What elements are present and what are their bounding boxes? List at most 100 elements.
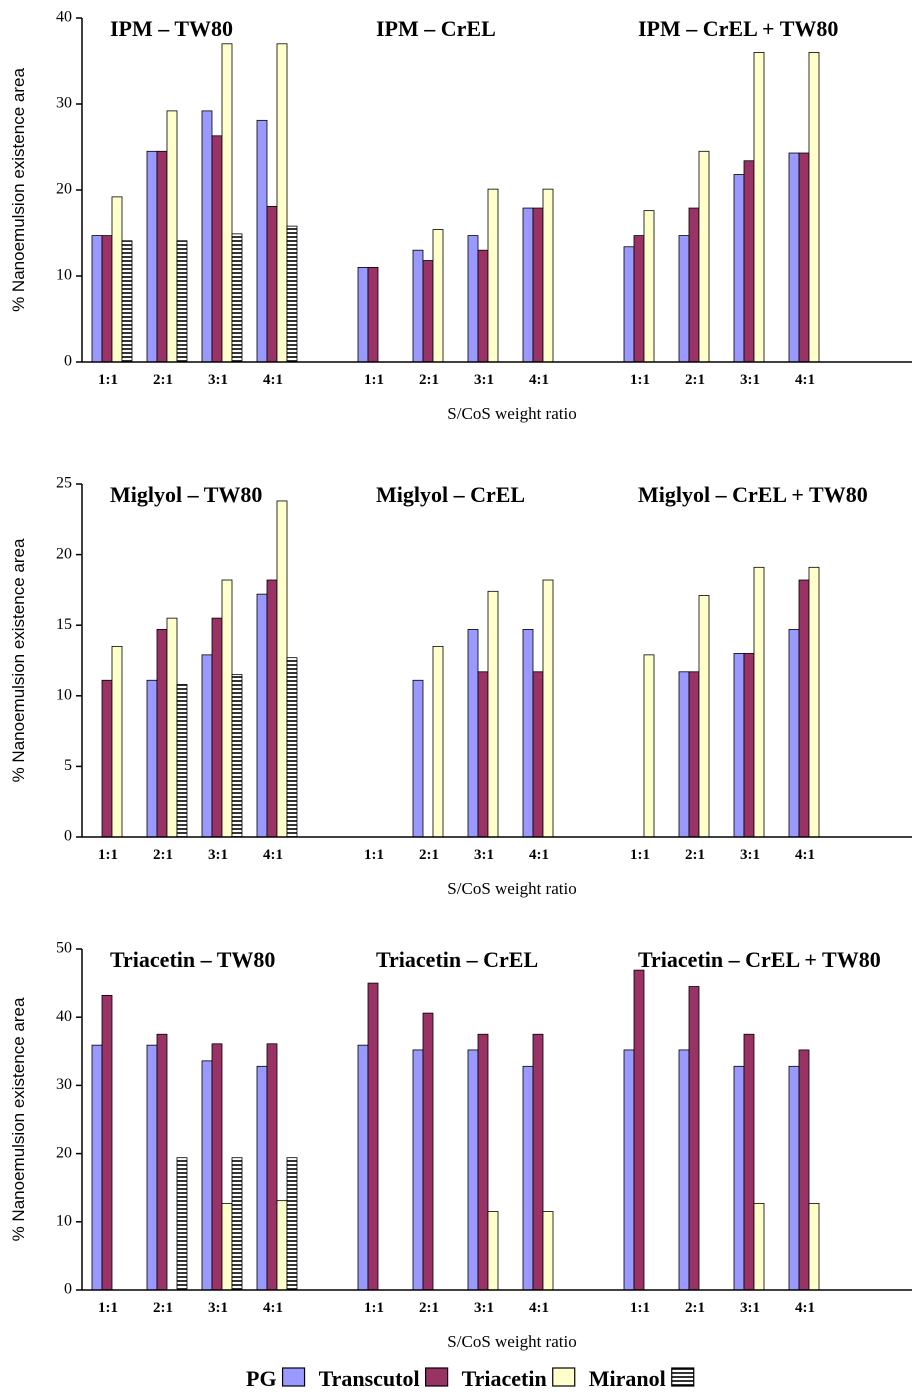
x-tick-label: 3:1	[740, 372, 760, 388]
bar	[156, 150, 168, 363]
bar	[432, 645, 444, 838]
x-tick-label: 2:1	[153, 847, 173, 863]
bar	[221, 1202, 233, 1291]
bar	[221, 43, 233, 363]
y-axis-label: % Nanoemulsion existence area	[9, 68, 28, 312]
bar	[477, 671, 489, 838]
bar	[176, 1157, 188, 1291]
y-tick-label: 10	[56, 686, 72, 703]
x-tick-label: 4:1	[529, 847, 549, 863]
bar	[412, 1049, 424, 1291]
bar	[101, 235, 113, 363]
x-tick-label: 4:1	[795, 1300, 815, 1316]
y-tick-label: 15	[56, 616, 72, 633]
bar	[798, 579, 810, 838]
bar	[211, 1043, 223, 1291]
bar	[532, 207, 544, 363]
x-tick-label: 4:1	[795, 847, 815, 863]
bar	[678, 1049, 690, 1291]
x-tick-label: 1:1	[364, 1300, 384, 1316]
bar	[522, 1065, 534, 1291]
panel-title: IPM – CrEL + TW80	[638, 16, 838, 41]
bar	[633, 235, 645, 363]
x-tick-label: 2:1	[685, 372, 705, 388]
bar	[808, 1202, 820, 1291]
y-tick-label: 30	[56, 1076, 72, 1093]
panel-title: Miglyol – CrEL	[376, 482, 525, 507]
y-tick-label: 10	[56, 267, 72, 284]
bar	[231, 674, 243, 838]
y-tick-label: 0	[64, 353, 72, 370]
x-tick-label: 4:1	[263, 372, 283, 388]
bar	[201, 1060, 213, 1291]
bar	[357, 266, 369, 363]
bar	[286, 225, 298, 363]
legend-swatch	[552, 1367, 576, 1387]
y-tick-label: 20	[56, 1144, 72, 1161]
bar	[111, 196, 123, 363]
bar	[753, 52, 765, 363]
x-tick-label: 4:1	[795, 372, 815, 388]
bar	[367, 982, 379, 1291]
bar	[753, 1202, 765, 1291]
y-axis-label: % Nanoemulsion existence area	[9, 997, 28, 1241]
bar	[467, 235, 479, 363]
y-tick-label: 20	[56, 545, 72, 562]
y-tick-label: 50	[56, 940, 72, 957]
bar	[101, 679, 113, 838]
x-tick-label: 2:1	[685, 1300, 705, 1316]
bar	[467, 629, 479, 838]
bar	[522, 207, 534, 363]
x-tick-label: 2:1	[153, 1300, 173, 1316]
bar	[688, 207, 700, 363]
bar	[798, 152, 810, 363]
x-tick-label: 1:1	[364, 372, 384, 388]
bar	[698, 595, 710, 838]
x-tick-label: 2:1	[153, 372, 173, 388]
x-tick-label: 3:1	[740, 1300, 760, 1316]
x-tick-label: 1:1	[98, 847, 118, 863]
bar	[532, 1033, 544, 1291]
bar	[432, 229, 444, 363]
x-tick-label: 3:1	[474, 372, 494, 388]
bar	[276, 1200, 288, 1291]
bar	[91, 235, 103, 363]
bar	[91, 1044, 103, 1291]
bar	[276, 43, 288, 363]
x-axis-label: S/CoS weight ratio	[447, 1332, 576, 1351]
bar	[276, 500, 288, 838]
x-axis-label: S/CoS weight ratio	[447, 404, 576, 423]
bar	[698, 150, 710, 363]
bar	[623, 1049, 635, 1291]
x-tick-label: 2:1	[419, 847, 439, 863]
y-tick-label: 0	[64, 828, 72, 845]
bar	[733, 1065, 745, 1291]
bar	[176, 684, 188, 838]
bar	[357, 1044, 369, 1291]
bar	[467, 1049, 479, 1291]
bar	[522, 629, 534, 838]
x-tick-label: 3:1	[208, 847, 228, 863]
bar	[146, 150, 158, 363]
legend-label: Miranol	[589, 1366, 666, 1391]
bar	[743, 160, 755, 363]
legend-swatch	[281, 1367, 306, 1387]
x-tick-label: 3:1	[740, 847, 760, 863]
bar	[487, 590, 499, 838]
y-tick-label: 0	[64, 1281, 72, 1298]
bar	[256, 119, 268, 363]
bar	[256, 1065, 268, 1291]
panel-title: IPM – TW80	[110, 16, 233, 41]
x-tick-label: 1:1	[630, 1300, 650, 1316]
bar	[643, 210, 655, 363]
y-tick-label: 25	[56, 475, 72, 492]
bar	[788, 629, 800, 838]
bar	[286, 657, 298, 838]
bar	[211, 617, 223, 838]
bar	[266, 579, 278, 838]
bar	[266, 205, 278, 363]
bar	[743, 1033, 755, 1291]
bar	[733, 174, 745, 363]
bar	[156, 1033, 168, 1291]
bar	[688, 671, 700, 838]
